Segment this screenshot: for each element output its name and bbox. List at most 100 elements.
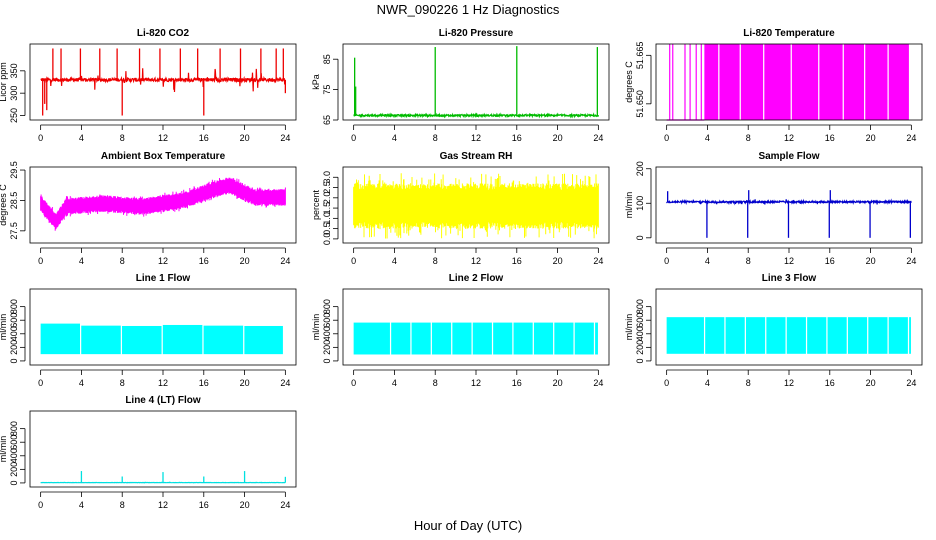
figure-title: NWR_090226 1 Hz Diagnostics — [376, 2, 560, 17]
x-tick-label-line1-6: 24 — [280, 378, 290, 388]
x-tick-label-line4-4: 16 — [199, 500, 209, 510]
x-axis-caption: Hour of Day (UTC) — [413, 518, 523, 533]
x-tick-label-gasrh-0: 0 — [351, 256, 356, 266]
panel-line1: Line 1 Flow 0 4 8 12 16 20 24 0 200400600800ml/mi… — [0, 273, 297, 388]
panel-title-li820temp: Li-820 Temperature — [743, 28, 835, 39]
fill-line2-9 — [554, 322, 574, 355]
fill-li820temp-6 — [843, 44, 865, 120]
y-tick-label-line3-4: 800 — [635, 299, 645, 314]
x-tick-label-sampleflow-5: 20 — [866, 256, 876, 266]
plot-frame-li820temp — [655, 43, 923, 121]
panel-title-ambient: Ambient Box Temperature — [101, 151, 226, 162]
plot-frame-co2 — [29, 43, 297, 121]
x-tick-label-co2-4: 16 — [199, 133, 209, 143]
fill-line3-4 — [766, 317, 786, 354]
fill-line3-7 — [827, 317, 847, 354]
fill-line3-9 — [868, 317, 888, 354]
plot-frame-line4 — [29, 410, 297, 488]
x-tick-label-co2-5: 20 — [240, 133, 250, 143]
x-tick-label-line1-5: 20 — [240, 378, 250, 388]
panel-title-sampleflow: Sample Flow — [758, 151, 819, 162]
x-tick-label-line2-2: 8 — [433, 378, 438, 388]
x-tick-label-co2-2: 8 — [120, 133, 125, 143]
x-tick-label-ambient-2: 8 — [120, 256, 125, 266]
x-tick-label-line3-5: 20 — [866, 378, 876, 388]
series-ambient — [40, 177, 286, 231]
x-tick-label-line1-0: 0 — [38, 378, 43, 388]
y-axis-label-ambient: degrees C — [0, 184, 8, 226]
x-tick-label-pressure-2: 8 — [433, 133, 438, 143]
trace-ambient — [40, 177, 286, 231]
fill-line1-2 — [122, 325, 162, 355]
x-tick-label-gasrh-5: 20 — [553, 256, 563, 266]
y-tick-label-line4-4: 800 — [9, 421, 19, 436]
y-tick-label-line4-2: 400 — [9, 448, 19, 463]
plot-frame-line1 — [29, 288, 297, 366]
x-tick-label-gasrh-1: 4 — [392, 256, 397, 266]
fill-line1-0 — [40, 323, 80, 355]
y-tick-label-sampleflow-1: 100 — [635, 196, 645, 211]
fill-li820temp-1 — [719, 44, 740, 120]
fill-li820temp-0 — [704, 44, 719, 120]
y-tick-label-line2-4: 800 — [322, 299, 332, 314]
x-tick-label-line3-1: 4 — [705, 378, 710, 388]
y-tick-label-line1-2: 400 — [9, 326, 19, 341]
y-tick-label-pressure-2: 85 — [322, 54, 332, 64]
fill-line2-1 — [391, 322, 411, 355]
series-gasrh — [353, 173, 599, 239]
x-tick-label-line2-5: 20 — [553, 378, 563, 388]
y-axis-label-gasrh: percent — [311, 189, 321, 220]
series-li820temp — [666, 44, 909, 121]
x-tick-label-line4-2: 8 — [120, 500, 125, 510]
fill-line1-3 — [162, 324, 203, 355]
fill-line1-4 — [203, 325, 244, 355]
y-axis-label-line2: ml/min — [311, 314, 321, 341]
x-tick-label-li820temp-1: 4 — [705, 133, 710, 143]
panel-title-gasrh: Gas Stream RH — [440, 151, 513, 162]
x-tick-label-line2-6: 24 — [593, 378, 603, 388]
x-tick-label-co2-3: 12 — [158, 133, 168, 143]
y-tick-label-line3-0: 0 — [635, 358, 645, 363]
plot-frame-pressure — [342, 43, 610, 121]
x-tick-label-ambient-6: 24 — [280, 256, 290, 266]
plot-frame-ambient — [29, 166, 297, 244]
x-tick-label-line1-1: 4 — [79, 378, 84, 388]
y-axis-label-co2: Licor ppm — [0, 62, 8, 102]
y-tick-label-line1-0: 0 — [9, 358, 19, 363]
fill-line3-10 — [888, 317, 908, 354]
fill-line2-11 — [595, 322, 598, 355]
series-line1 — [40, 323, 283, 355]
series-line4 — [40, 471, 287, 484]
y-tick-label-line2-2: 400 — [322, 326, 332, 341]
x-tick-label-ambient-3: 12 — [158, 256, 168, 266]
x-tick-label-pressure-3: 12 — [471, 133, 481, 143]
x-tick-label-gasrh-4: 16 — [512, 256, 522, 266]
y-tick-label-co2-0: 250 — [9, 108, 19, 123]
fill-line3-0 — [666, 317, 704, 354]
x-tick-label-line3-0: 0 — [664, 378, 669, 388]
x-tick-label-sampleflow-0: 0 — [664, 256, 669, 266]
x-tick-label-co2-6: 24 — [280, 133, 290, 143]
fill-li820temp-5 — [819, 44, 843, 120]
x-tick-label-ambient-1: 4 — [79, 256, 84, 266]
x-tick-label-gasrh-2: 8 — [433, 256, 438, 266]
y-tick-label-line3-3: 600 — [635, 313, 645, 328]
x-tick-label-line1-4: 16 — [199, 378, 209, 388]
x-tick-label-line3-2: 8 — [746, 378, 751, 388]
x-tick-label-line3-3: 12 — [784, 378, 794, 388]
x-tick-label-ambient-0: 0 — [38, 256, 43, 266]
fill-line3-11 — [909, 317, 911, 354]
x-tick-label-line2-0: 0 — [351, 378, 356, 388]
y-tick-label-line2-1: 200 — [322, 340, 332, 355]
x-tick-label-line2-4: 16 — [512, 378, 522, 388]
x-tick-label-ambient-4: 16 — [199, 256, 209, 266]
x-tick-label-line3-4: 16 — [825, 378, 835, 388]
x-tick-label-line1-2: 8 — [120, 378, 125, 388]
fill-line3-2 — [725, 317, 745, 354]
y-tick-label-sampleflow-2: 200 — [635, 161, 645, 176]
fill-line2-4 — [452, 322, 472, 355]
fill-li820temp-4 — [791, 44, 819, 120]
series-line3 — [666, 317, 911, 354]
